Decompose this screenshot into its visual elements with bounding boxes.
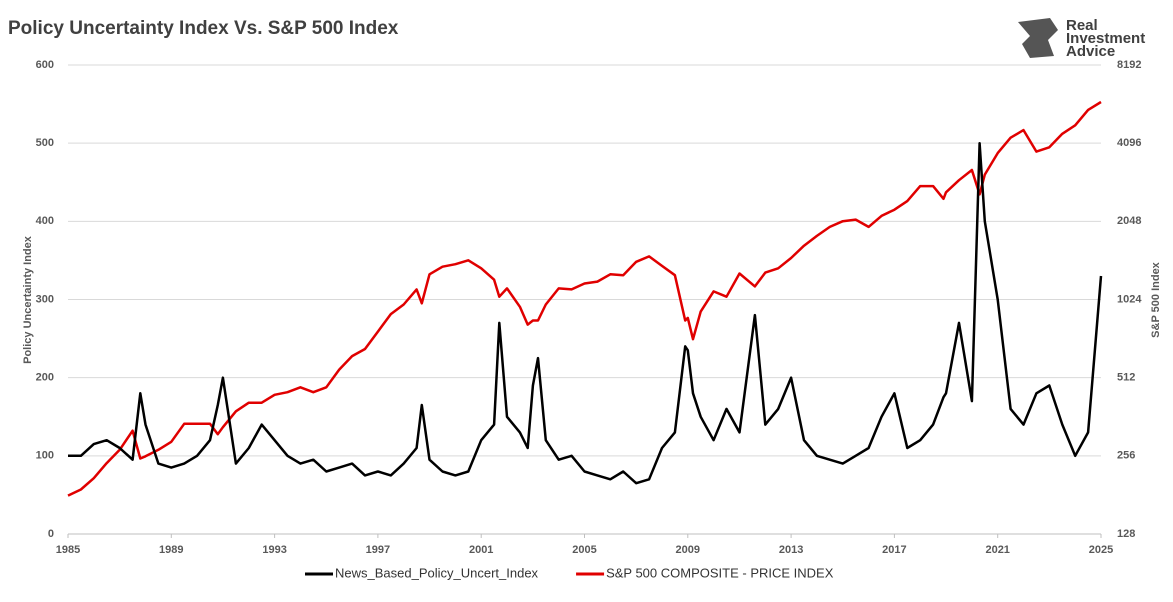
x-tick-label: 2009 bbox=[676, 544, 700, 556]
y2-tick-label: 8192 bbox=[1117, 59, 1141, 71]
y-tick-label: 200 bbox=[36, 372, 54, 384]
x-tick-label: 2001 bbox=[469, 544, 493, 556]
x-tick-label: 1993 bbox=[262, 544, 286, 556]
y2-tick-label: 2048 bbox=[1117, 215, 1141, 227]
logo-text: Advice bbox=[1066, 43, 1115, 60]
y2-tick-label: 1024 bbox=[1117, 293, 1142, 305]
logo: Real Investment Advice bbox=[1018, 17, 1145, 60]
y-tick-label: 0 bbox=[48, 528, 54, 540]
y2-tick-label: 128 bbox=[1117, 528, 1135, 540]
x-tick-label: 1985 bbox=[56, 544, 80, 556]
x-tick-label: 2017 bbox=[882, 544, 906, 556]
y2-tick-label: 4096 bbox=[1117, 137, 1141, 149]
legend-label: News_Based_Policy_Uncert_Index bbox=[335, 565, 539, 580]
logo-icon bbox=[1018, 18, 1058, 58]
series-line bbox=[68, 141, 1103, 485]
logo-text: Real bbox=[1066, 17, 1098, 34]
chart-title: Policy Uncertainty Index Vs. S&P 500 Ind… bbox=[8, 18, 399, 39]
y-tick-label: 300 bbox=[36, 293, 54, 305]
y-tick-label: 400 bbox=[36, 215, 54, 227]
y2-axis-label: S&P 500 Index bbox=[1150, 261, 1162, 337]
y-tick-label: 600 bbox=[36, 59, 54, 71]
x-tick-label: 2005 bbox=[572, 544, 596, 556]
x-tick-label: 2025 bbox=[1089, 544, 1113, 556]
y2-tick-label: 256 bbox=[1117, 450, 1135, 462]
x-tick-label: 1989 bbox=[159, 544, 183, 556]
y-axis-label: Policy Uncertainty Index bbox=[22, 235, 34, 364]
x-tick-label: 2013 bbox=[779, 544, 803, 556]
series-line bbox=[67, 100, 1102, 497]
logo-text: Investment bbox=[1066, 30, 1145, 47]
x-tick-label: 1997 bbox=[366, 544, 390, 556]
legend-label: S&P 500 COMPOSITE - PRICE INDEX bbox=[606, 565, 834, 580]
y2-tick-label: 512 bbox=[1117, 372, 1135, 384]
x-tick-label: 2021 bbox=[985, 544, 1009, 556]
y-tick-label: 100 bbox=[36, 450, 54, 462]
y-tick-label: 500 bbox=[36, 137, 54, 149]
